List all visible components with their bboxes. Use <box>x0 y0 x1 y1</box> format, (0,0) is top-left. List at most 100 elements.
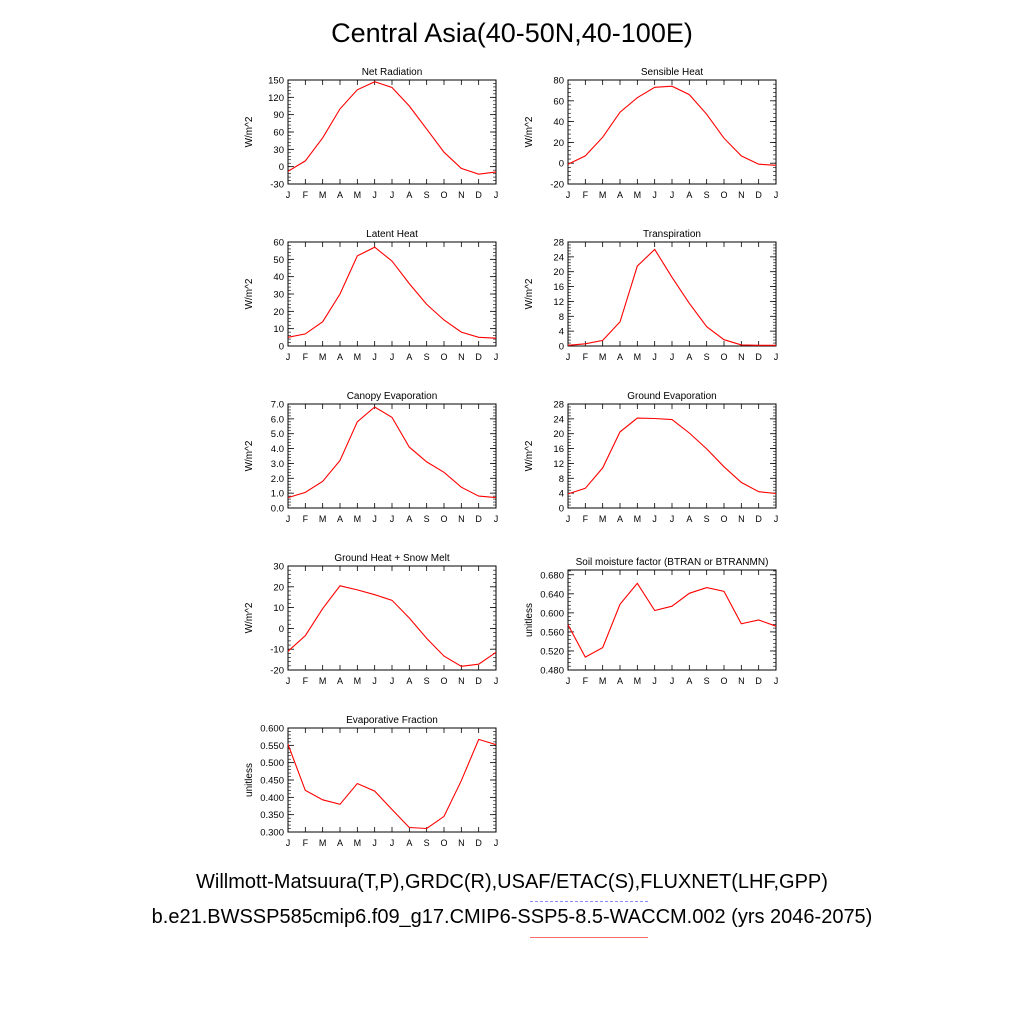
x-tick-label: S <box>704 190 710 200</box>
y-tick-label: 80 <box>553 76 564 87</box>
x-tick-label: M <box>634 676 642 686</box>
y-tick-label: -20 <box>270 666 284 677</box>
x-tick-label: O <box>720 676 727 686</box>
plot-frame <box>287 565 497 671</box>
x-tick-label: J <box>774 190 779 200</box>
y-tick-label: 6.0 <box>271 414 284 425</box>
x-tick-label: A <box>406 352 412 362</box>
x-tick-label: J <box>372 352 377 362</box>
y-tick-label: 0 <box>559 342 564 353</box>
x-tick-label: M <box>634 352 642 362</box>
x-tick-label: J <box>372 676 377 686</box>
x-tick-label: A <box>406 838 412 848</box>
x-tick-label: O <box>720 514 727 524</box>
x-tick-label: M <box>634 514 642 524</box>
x-tick-label: S <box>424 190 430 200</box>
x-tick-label: J <box>286 676 291 686</box>
y-tick-label: 0 <box>279 342 284 353</box>
y-tick-label: 16 <box>553 282 564 293</box>
y-tick-label: 5.0 <box>271 429 284 440</box>
series-line <box>287 246 497 339</box>
y-tick-label: 0.480 <box>540 666 564 677</box>
y-tick-label: 0.600 <box>540 608 564 619</box>
y-tick-label: 30 <box>273 562 284 573</box>
y-tick-label: 0.300 <box>260 828 284 839</box>
x-tick-label: M <box>599 190 607 200</box>
x-tick-label: D <box>475 190 482 200</box>
y-tick-label: 0.350 <box>260 810 284 821</box>
x-tick-label: J <box>494 838 499 848</box>
x-tick-label: N <box>458 838 465 848</box>
y-tick-label: 0 <box>279 624 284 635</box>
x-tick-label: J <box>372 838 377 848</box>
y-tick-label: 20 <box>273 307 284 318</box>
x-tick-label: J <box>774 352 779 362</box>
x-tick-label: F <box>303 838 309 848</box>
y-tick-label: 120 <box>268 93 284 104</box>
panel-title: Transpiration <box>643 229 701 240</box>
y-tick-label: 60 <box>273 128 284 139</box>
x-tick-label: J <box>390 190 395 200</box>
series-line <box>287 406 497 499</box>
y-tick-label: 20 <box>553 138 564 149</box>
x-tick-label: F <box>583 190 589 200</box>
panel-title: Evaporative Fraction <box>346 715 438 726</box>
x-tick-label: J <box>286 514 291 524</box>
y-tick-label: 0.400 <box>260 793 284 804</box>
x-tick-label: J <box>670 676 675 686</box>
y-tick-label: 0 <box>559 159 564 170</box>
x-tick-label: A <box>686 352 692 362</box>
x-tick-label: J <box>372 514 377 524</box>
x-tick-label: M <box>319 514 327 524</box>
y-tick-label: 20 <box>273 582 284 593</box>
x-tick-label: J <box>286 190 291 200</box>
y-tick-label: -30 <box>270 180 284 191</box>
x-tick-label: A <box>686 676 692 686</box>
legend-model-swatch <box>530 937 648 938</box>
x-tick-label: D <box>755 514 762 524</box>
y-axis-label: W/m^2 <box>524 440 535 471</box>
y-tick-label: 20 <box>553 267 564 278</box>
y-tick-label: -10 <box>270 645 284 656</box>
series-line <box>567 417 777 495</box>
x-tick-label: O <box>440 514 447 524</box>
legend-model: b.e21.BWSSP585cmip6.f09_g17.CMIP6-SSP5-8… <box>151 906 873 928</box>
y-tick-label: 20 <box>553 429 564 440</box>
y-tick-label: 0.640 <box>540 589 564 600</box>
y-tick-label: 24 <box>553 252 564 263</box>
x-tick-label: M <box>354 352 362 362</box>
y-tick-label: 1.0 <box>271 489 284 500</box>
y-tick-label: 60 <box>273 238 284 249</box>
x-tick-label: O <box>720 190 727 200</box>
x-tick-label: M <box>354 838 362 848</box>
x-tick-label: N <box>738 352 745 362</box>
y-tick-label: -20 <box>550 180 564 191</box>
x-tick-label: J <box>494 676 499 686</box>
x-tick-label: D <box>755 190 762 200</box>
x-tick-label: A <box>406 190 412 200</box>
x-tick-label: A <box>337 352 343 362</box>
x-tick-label: J <box>494 514 499 524</box>
plot-frame <box>567 569 777 671</box>
x-tick-label: M <box>354 676 362 686</box>
x-tick-label: M <box>354 514 362 524</box>
x-tick-label: S <box>704 514 710 524</box>
panel-title: Ground Heat + Snow Melt <box>334 553 450 564</box>
y-tick-label: 12 <box>553 297 564 308</box>
y-tick-label: 0.520 <box>540 646 564 657</box>
x-tick-label: M <box>319 676 327 686</box>
x-tick-label: J <box>286 352 291 362</box>
y-tick-label: 10 <box>273 324 284 335</box>
plot-frame <box>287 727 497 833</box>
y-axis-label: W/m^2 <box>524 278 535 309</box>
x-tick-label: D <box>475 838 482 848</box>
y-axis-label: W/m^2 <box>244 116 255 147</box>
plot-frame <box>567 79 777 185</box>
x-tick-label: J <box>566 352 571 362</box>
y-tick-label: 4 <box>559 327 564 338</box>
y-tick-label: 50 <box>273 255 284 266</box>
x-tick-label: J <box>652 514 657 524</box>
